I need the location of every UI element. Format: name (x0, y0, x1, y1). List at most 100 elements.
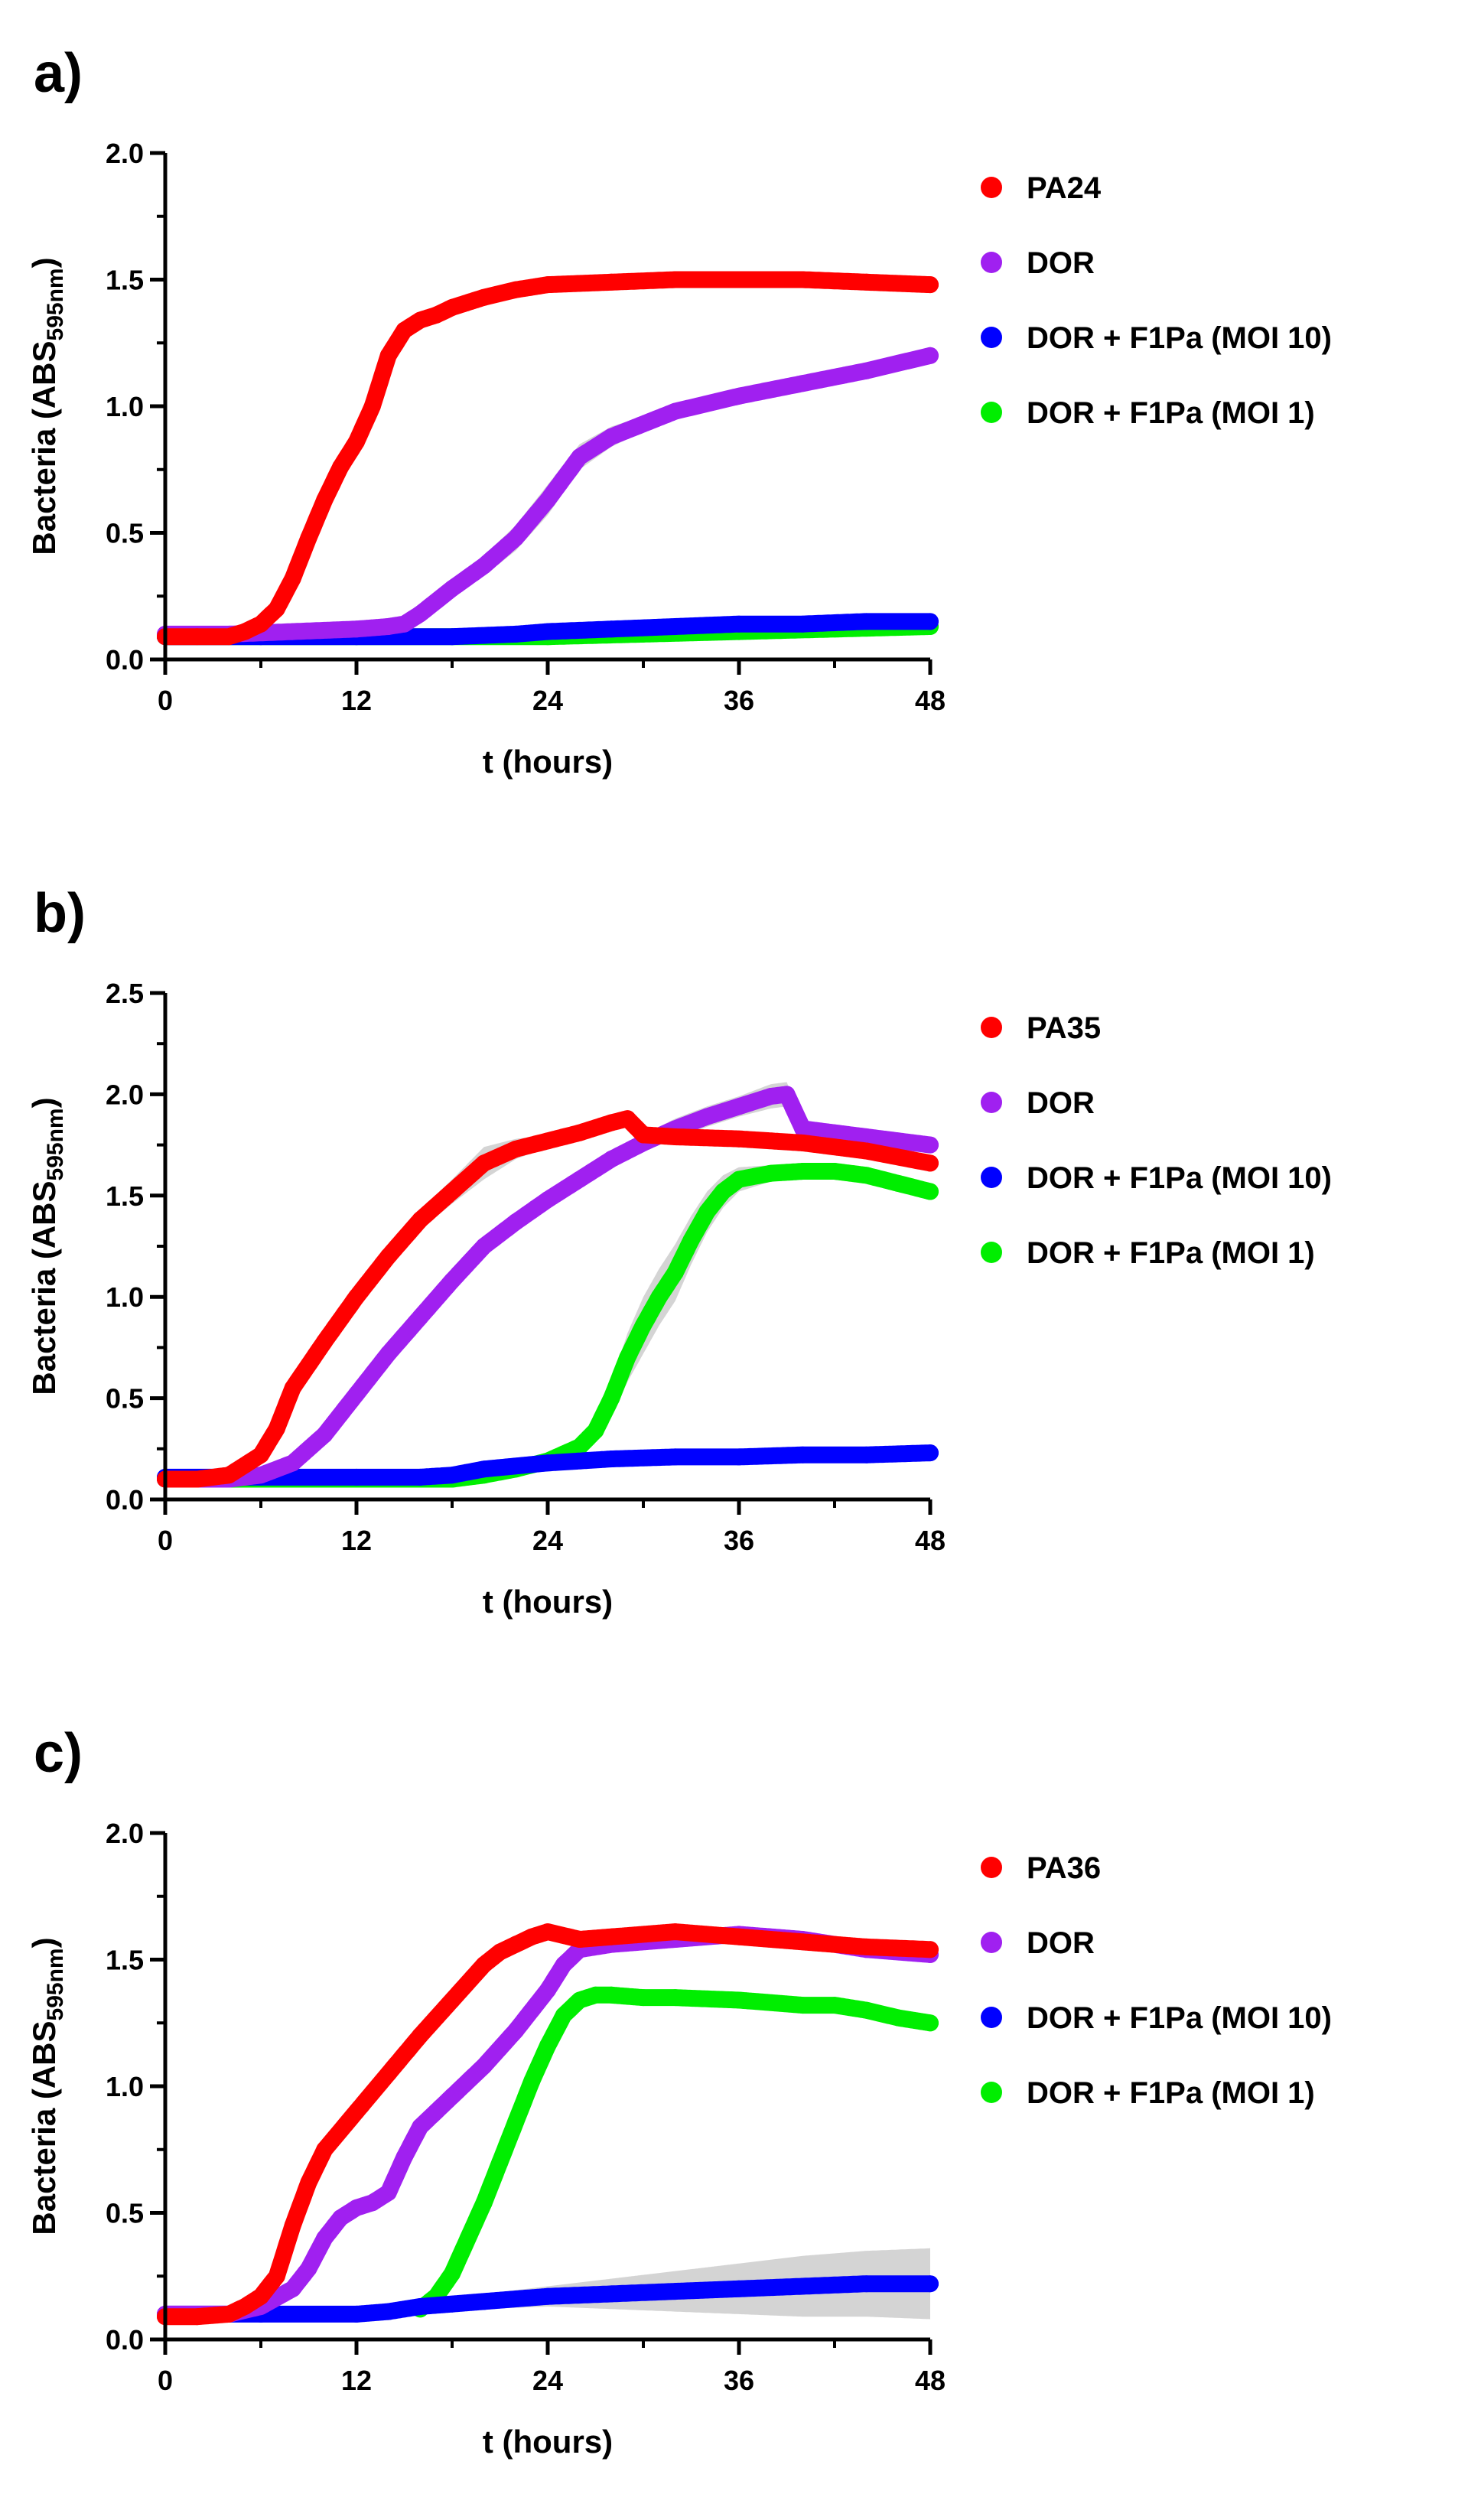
data-point (555, 1956, 572, 1974)
chart-panel-c: c) 0.0 0.5 1.0 1.5 2.0 0 12 24 36 48 t (hours) Bacte… (0, 1680, 1481, 2520)
data-point (666, 271, 684, 288)
x-tick-label: 48 (915, 2365, 946, 2396)
legend-marker (981, 327, 1002, 348)
data-point (316, 1333, 334, 1350)
data-point (475, 2057, 493, 2075)
data-point (619, 1349, 636, 1366)
legend-marker (981, 2007, 1002, 2028)
data-point (236, 623, 254, 640)
series-group (157, 1082, 939, 1488)
data-point (348, 2199, 365, 2216)
data-point (731, 1991, 747, 2009)
y-axis-title-main: Bacteria (ABS (26, 2020, 62, 2235)
data-point (698, 1203, 716, 1220)
data-point (220, 2305, 238, 2323)
data-point (922, 1136, 939, 1154)
data-point (332, 2209, 350, 2227)
data-point (379, 2065, 397, 2082)
data-point (395, 321, 413, 339)
data-point (603, 1151, 620, 1168)
data-point (794, 2277, 812, 2295)
x-tick-label: 0 (158, 2365, 173, 2396)
data-point (571, 1991, 588, 2009)
data-point (571, 1438, 588, 1456)
x-axis-title: t (hours) (483, 744, 613, 780)
data-point (603, 273, 620, 291)
y-tick-label: 1.5 (106, 1945, 144, 1976)
data-point (379, 618, 397, 635)
data-point (731, 1928, 747, 1945)
data-point (395, 615, 413, 633)
data-point (507, 281, 525, 298)
data-point (698, 1108, 716, 1125)
y-tick-label: 0.0 (106, 1484, 144, 1516)
data-point (444, 580, 461, 597)
data-point (731, 1098, 747, 1115)
data-point (762, 1164, 780, 1182)
data-point (428, 2103, 445, 2121)
data-point (268, 2268, 285, 2285)
data-point (507, 2113, 525, 2131)
chart-svg-c: c) 0.0 0.5 1.0 1.5 2.0 0 12 24 36 48 t (hours) Bacte… (26, 1723, 1332, 2460)
data-point (539, 2287, 556, 2305)
data-point (794, 1446, 812, 1463)
data-point (475, 557, 493, 575)
x-tick-label: 0 (158, 1525, 173, 1556)
data-point (523, 2072, 541, 2090)
data-point (252, 1467, 269, 1484)
data-point (507, 529, 525, 547)
data-point (858, 1167, 875, 1184)
y-tick-label: 2.0 (106, 138, 144, 169)
data-point (587, 1986, 604, 2004)
data-point (890, 2009, 907, 2027)
x-tick-label: 24 (532, 685, 563, 716)
data-point (188, 1470, 206, 1488)
data-point (428, 306, 445, 324)
x-axis-title: t (hours) (483, 2424, 613, 2460)
y-tick-label: 2.0 (106, 1818, 144, 1849)
data-point (794, 271, 812, 288)
data-point (539, 2037, 556, 2054)
data-point (794, 375, 812, 392)
data-point (539, 1454, 556, 1472)
legend-label: PA36 (1027, 1851, 1101, 1885)
series-group (157, 1923, 939, 2326)
data-point (252, 615, 269, 633)
data-point (252, 2287, 269, 2305)
data-point (858, 1142, 875, 1160)
y-tick-label: 1.0 (106, 1281, 144, 1313)
data-point (731, 1448, 747, 1466)
data-point (794, 1135, 812, 1151)
data-point (619, 1110, 636, 1128)
data-point (475, 1238, 493, 1255)
data-point (444, 1272, 461, 1289)
data-point (300, 2260, 317, 2277)
data-point (412, 1308, 429, 1326)
legend-marker (981, 1857, 1002, 1878)
data-point (252, 1446, 269, 1463)
data-point (922, 1444, 939, 1462)
data-point (507, 1140, 525, 1157)
data-point (731, 387, 747, 405)
data-point (316, 2141, 334, 2158)
panel-label: b) (34, 883, 86, 944)
data-point (412, 1468, 429, 1486)
data-point (922, 1941, 939, 1958)
data-point (794, 1163, 812, 1180)
data-point (858, 362, 875, 379)
legend-marker (981, 1242, 1002, 1263)
legend-marker (981, 1017, 1002, 1038)
data-point (507, 1213, 525, 1231)
data-point (220, 628, 238, 646)
data-point (635, 1126, 652, 1144)
data-point (731, 1170, 747, 1188)
data-point (412, 1211, 429, 1229)
data-point (379, 2184, 397, 2201)
data-point (475, 1154, 493, 1172)
data-point (523, 1928, 541, 1945)
error-band-a-0 (165, 277, 930, 637)
data-point (444, 1467, 461, 1484)
data-point (922, 2014, 939, 2032)
x-axis-title: t (hours) (483, 1584, 613, 1620)
data-point (826, 1163, 843, 1180)
